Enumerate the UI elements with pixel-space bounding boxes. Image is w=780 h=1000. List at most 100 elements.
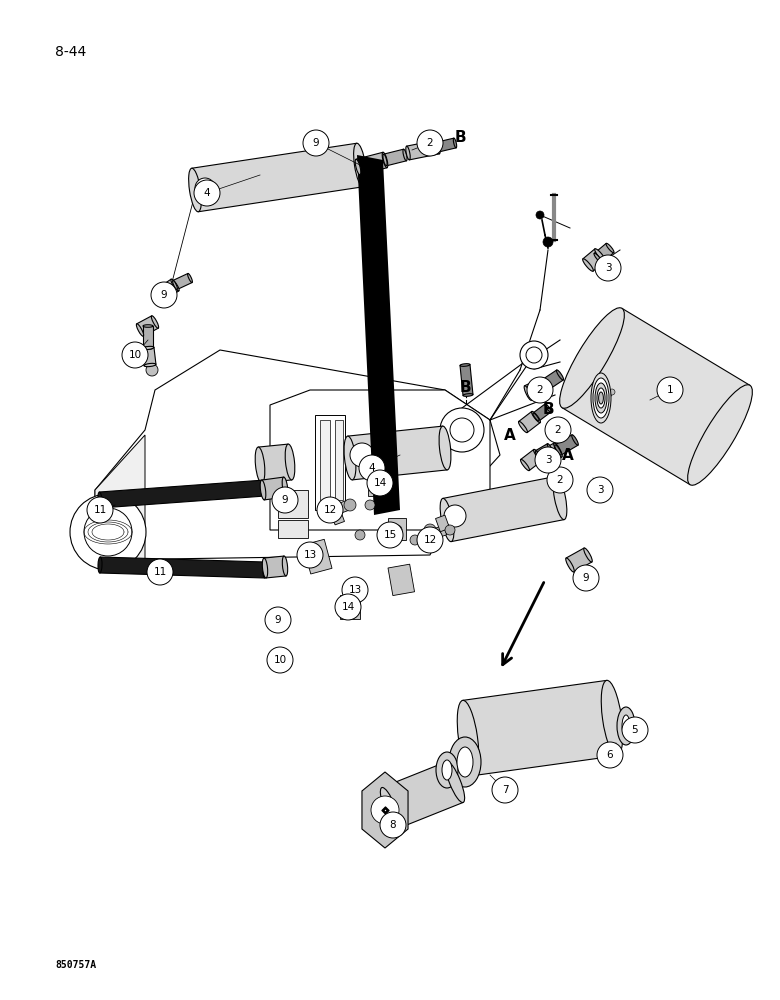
Text: 9: 9 xyxy=(583,573,590,583)
Circle shape xyxy=(87,497,113,523)
Circle shape xyxy=(146,364,158,376)
Text: 8-44: 8-44 xyxy=(55,45,87,59)
Polygon shape xyxy=(356,152,387,175)
Ellipse shape xyxy=(606,243,614,253)
Ellipse shape xyxy=(436,140,440,154)
Circle shape xyxy=(657,377,683,403)
Circle shape xyxy=(147,559,173,585)
Text: B: B xyxy=(542,402,554,418)
Circle shape xyxy=(371,796,399,824)
Circle shape xyxy=(587,477,613,503)
Circle shape xyxy=(350,443,374,467)
Ellipse shape xyxy=(572,435,578,445)
Polygon shape xyxy=(95,350,500,560)
Text: 14: 14 xyxy=(342,602,355,612)
Ellipse shape xyxy=(98,557,102,573)
Polygon shape xyxy=(437,138,456,152)
Polygon shape xyxy=(99,480,265,508)
Ellipse shape xyxy=(534,449,542,461)
Ellipse shape xyxy=(156,289,164,301)
Ellipse shape xyxy=(593,378,609,418)
Circle shape xyxy=(424,524,436,536)
Text: 5: 5 xyxy=(632,725,638,735)
Ellipse shape xyxy=(520,459,530,471)
Circle shape xyxy=(380,812,406,838)
Polygon shape xyxy=(566,548,592,572)
Ellipse shape xyxy=(406,146,410,160)
Circle shape xyxy=(417,527,443,553)
Ellipse shape xyxy=(403,149,407,161)
Text: 10: 10 xyxy=(129,350,141,360)
Bar xyxy=(388,518,406,540)
Ellipse shape xyxy=(142,346,154,350)
Circle shape xyxy=(545,417,571,443)
Text: A: A xyxy=(504,428,516,444)
Text: 850757A: 850757A xyxy=(55,960,96,970)
Ellipse shape xyxy=(355,159,361,175)
Bar xyxy=(340,595,360,619)
Text: 9: 9 xyxy=(313,138,319,148)
Polygon shape xyxy=(357,155,400,515)
Ellipse shape xyxy=(594,253,602,263)
Circle shape xyxy=(609,389,615,395)
Ellipse shape xyxy=(594,249,605,261)
Circle shape xyxy=(335,594,361,620)
Text: 2: 2 xyxy=(427,138,434,148)
Ellipse shape xyxy=(282,477,288,497)
Polygon shape xyxy=(270,390,490,530)
Text: 3: 3 xyxy=(597,485,603,495)
Polygon shape xyxy=(348,426,447,480)
Ellipse shape xyxy=(583,259,594,271)
Ellipse shape xyxy=(463,394,473,396)
Ellipse shape xyxy=(381,787,399,829)
Ellipse shape xyxy=(541,378,549,392)
Polygon shape xyxy=(382,762,463,828)
Text: 12: 12 xyxy=(424,535,437,545)
Polygon shape xyxy=(330,508,345,525)
Circle shape xyxy=(410,535,420,545)
Polygon shape xyxy=(525,378,548,400)
Text: 2: 2 xyxy=(555,425,562,435)
Ellipse shape xyxy=(136,324,144,336)
Circle shape xyxy=(445,525,455,535)
Ellipse shape xyxy=(583,548,592,562)
Ellipse shape xyxy=(555,445,562,455)
Ellipse shape xyxy=(524,386,532,400)
Polygon shape xyxy=(156,279,179,301)
Polygon shape xyxy=(533,404,551,421)
Circle shape xyxy=(151,282,177,308)
Ellipse shape xyxy=(172,280,177,290)
Ellipse shape xyxy=(541,380,548,390)
Polygon shape xyxy=(541,370,563,390)
Circle shape xyxy=(317,497,343,523)
Text: 8: 8 xyxy=(390,820,396,830)
Circle shape xyxy=(365,500,375,510)
Polygon shape xyxy=(261,477,286,500)
Text: 1: 1 xyxy=(667,385,673,395)
Polygon shape xyxy=(443,476,564,542)
Text: 2: 2 xyxy=(557,475,563,485)
Text: 15: 15 xyxy=(384,530,396,540)
Ellipse shape xyxy=(519,421,527,433)
Ellipse shape xyxy=(439,426,451,470)
Ellipse shape xyxy=(559,308,624,408)
Text: 10: 10 xyxy=(274,655,286,665)
Ellipse shape xyxy=(548,444,553,452)
Polygon shape xyxy=(333,501,350,515)
Ellipse shape xyxy=(457,700,479,776)
Ellipse shape xyxy=(188,273,193,283)
Text: A: A xyxy=(562,448,574,462)
Ellipse shape xyxy=(262,558,268,578)
Ellipse shape xyxy=(449,737,481,787)
Text: 4: 4 xyxy=(204,188,211,198)
Polygon shape xyxy=(463,680,617,776)
Ellipse shape xyxy=(143,325,153,327)
Circle shape xyxy=(597,742,623,768)
Ellipse shape xyxy=(344,436,356,480)
Ellipse shape xyxy=(263,480,267,496)
Ellipse shape xyxy=(189,168,201,212)
Text: 11: 11 xyxy=(154,567,167,577)
Text: 9: 9 xyxy=(282,495,289,505)
Ellipse shape xyxy=(440,498,454,542)
Bar xyxy=(368,470,388,496)
